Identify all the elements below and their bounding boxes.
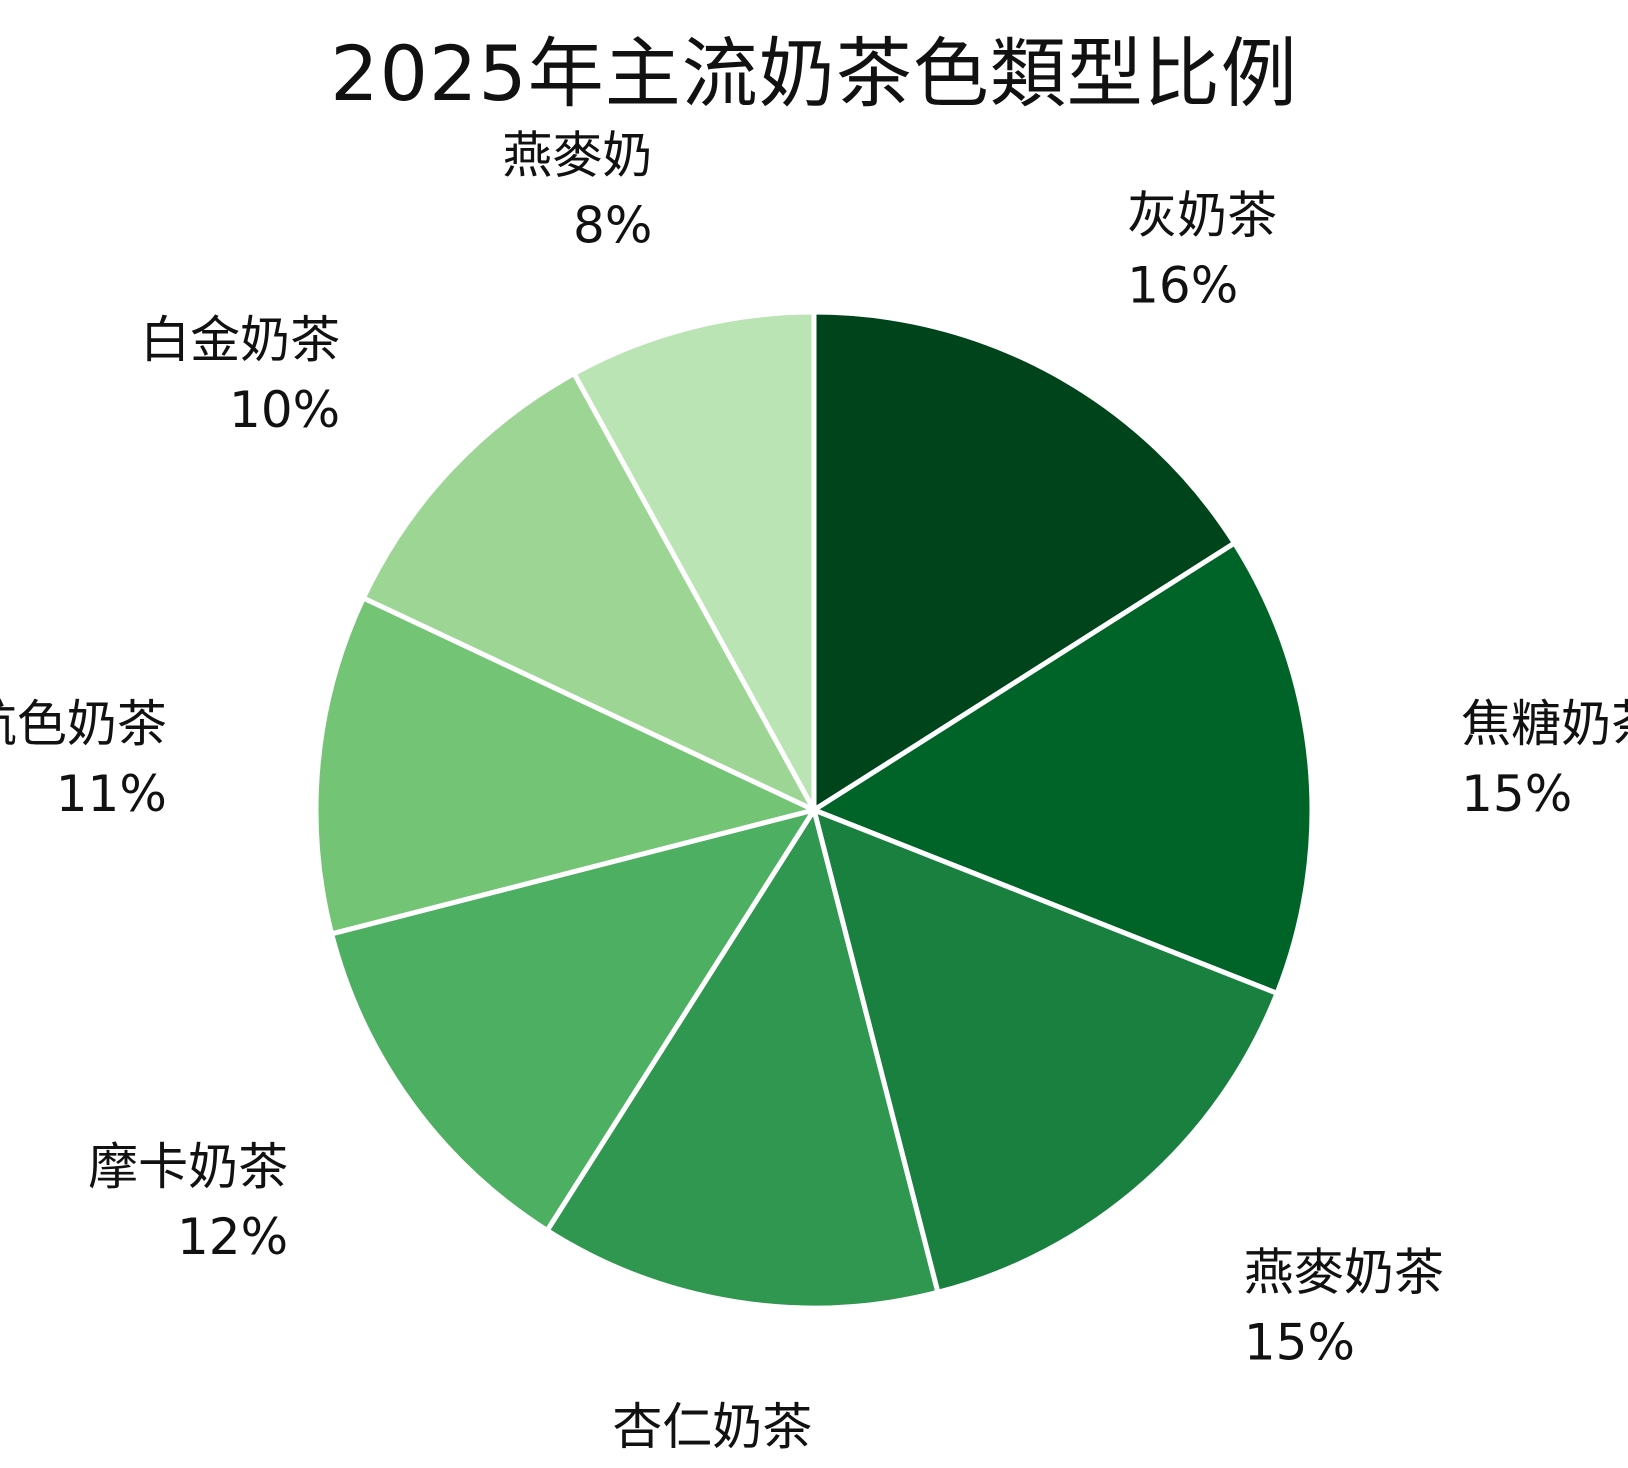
slice-value-label: 15% [1461, 765, 1572, 823]
slice-value-label: 10% [229, 381, 340, 439]
pie-slices [313, 309, 1315, 1311]
pie-slice [571, 309, 817, 813]
pie-slice [811, 807, 1280, 1295]
slice-label: 摩卡奶茶 [88, 1138, 288, 1196]
pie-slice [811, 540, 1315, 996]
chart-title: 2025年主流奶茶色類型比例 [330, 29, 1298, 118]
pie-slice [811, 309, 1237, 813]
pie-slice [313, 595, 817, 937]
slice-value-label: 12% [177, 1208, 288, 1266]
pie-labels: 灰奶茶16%焦糖奶茶15%燕麥奶茶15%杏仁奶茶13%摩卡奶茶12%航色奶茶11… [0, 126, 1628, 1468]
slice-label: 航色奶茶 [0, 695, 167, 753]
pie-slice [544, 807, 941, 1311]
pie-slice [329, 807, 817, 1233]
slice-value-label: 16% [1127, 256, 1238, 314]
slice-label: 燕麥奶茶 [1244, 1244, 1444, 1302]
slice-label: 杏仁奶茶 [612, 1398, 812, 1456]
pie-slice [360, 371, 817, 813]
slice-label: 白金奶茶 [140, 311, 340, 369]
slice-value-label: 11% [56, 765, 167, 823]
slice-label: 灰奶茶 [1127, 186, 1277, 244]
slice-label: 焦糖奶茶 [1461, 695, 1628, 753]
slice-value-label: 8% [573, 196, 652, 254]
slice-label: 燕麥奶 [502, 126, 652, 184]
slice-value-label: 15% [1244, 1314, 1355, 1372]
